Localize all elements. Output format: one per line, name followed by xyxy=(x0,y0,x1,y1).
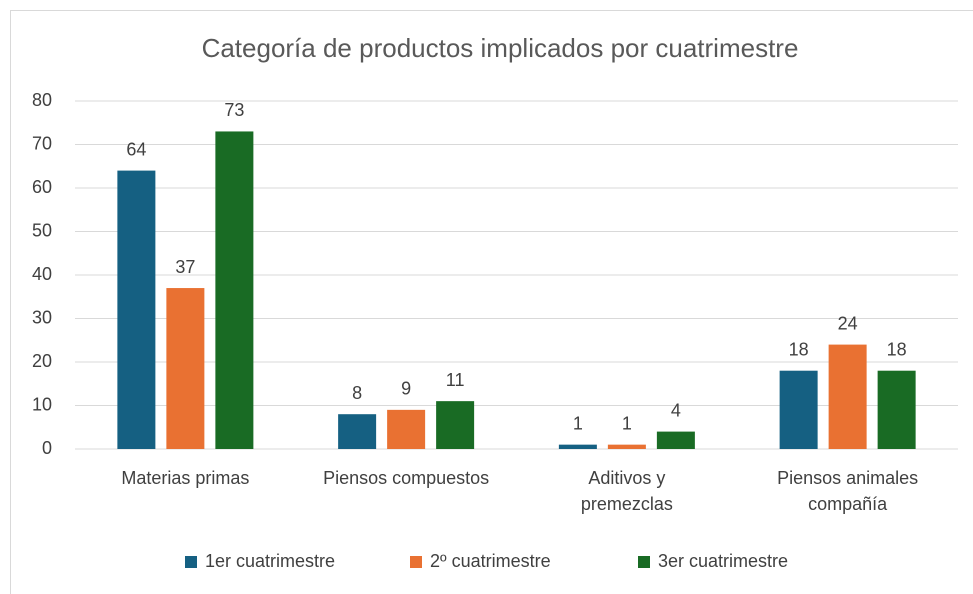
legend-swatch xyxy=(638,556,650,568)
y-tick-label: 60 xyxy=(32,177,52,197)
bar xyxy=(607,444,646,449)
data-label: 64 xyxy=(126,139,146,159)
y-tick-label: 10 xyxy=(32,394,52,414)
data-label: 11 xyxy=(446,370,465,390)
data-label: 4 xyxy=(671,400,681,420)
chart-title: Categoría de productos implicados por cu… xyxy=(202,33,799,63)
legend-label: 3er cuatrimestre xyxy=(658,551,788,571)
data-label: 9 xyxy=(401,379,411,399)
bar xyxy=(338,414,377,449)
y-tick-label: 30 xyxy=(32,307,52,327)
legend-label: 1er cuatrimestre xyxy=(205,551,335,571)
y-tick-label: 70 xyxy=(32,133,52,153)
y-tick-label: 40 xyxy=(32,264,52,284)
x-tick-label: Materias primas xyxy=(121,468,250,488)
x-tick-label: Aditivos y premezclas xyxy=(580,468,673,514)
y-tick-label: 20 xyxy=(32,351,52,371)
data-label: 18 xyxy=(789,339,809,359)
data-label: 37 xyxy=(175,257,195,277)
data-label: 1 xyxy=(622,413,632,433)
legend-swatch xyxy=(185,556,197,568)
x-tick-label: Piensos compuestos xyxy=(323,468,490,488)
bar xyxy=(436,401,475,449)
bar xyxy=(117,170,156,449)
bar xyxy=(166,288,205,449)
x-tick-label: Piensos animales compañía xyxy=(777,468,919,514)
y-tick-label: 50 xyxy=(32,220,52,240)
bar xyxy=(877,370,916,449)
bar xyxy=(387,409,426,449)
legend-label: 2º cuatrimestre xyxy=(430,551,551,571)
bar xyxy=(779,370,818,449)
y-tick-label: 80 xyxy=(32,90,52,110)
bar xyxy=(215,131,254,449)
y-tick-label: 0 xyxy=(42,438,52,458)
data-label: 24 xyxy=(838,313,858,333)
data-label: 1 xyxy=(573,413,583,433)
data-label: 18 xyxy=(887,339,907,359)
legend-swatch xyxy=(410,556,422,568)
bar xyxy=(558,444,597,449)
bar xyxy=(656,431,695,449)
data-label: 8 xyxy=(352,383,362,403)
bar xyxy=(828,344,867,449)
data-label: 73 xyxy=(224,100,244,120)
